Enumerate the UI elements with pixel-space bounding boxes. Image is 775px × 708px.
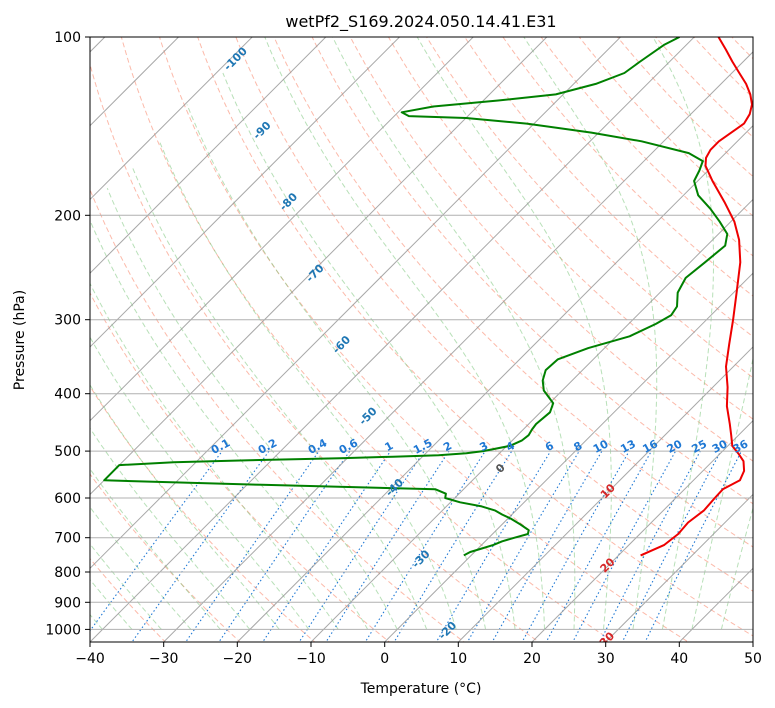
dry-adiabat-line — [273, 37, 753, 548]
dry-adiabat-line — [540, 37, 753, 257]
x-tick-label: −10 — [296, 651, 326, 667]
y-tick-label: 500 — [54, 444, 81, 460]
mixing-ratio-label: 25 — [689, 437, 709, 456]
isotherm-line — [90, 37, 622, 569]
y-tick-label: 400 — [54, 387, 81, 403]
isotherm-line — [90, 37, 474, 422]
x-tick-label: 20 — [523, 651, 541, 667]
dry-adiabat-line — [578, 37, 753, 217]
moist-adiabat-line — [720, 505, 753, 630]
dry-adiabat-line — [90, 62, 540, 642]
isotherm-line — [90, 37, 327, 274]
mixing-ratio-line — [545, 450, 652, 642]
moist-adiabat-line — [90, 427, 251, 630]
moist-adiabat-line — [158, 141, 457, 630]
chart-title: wetPf2_S169.2024.050.14.41.E31 — [285, 12, 556, 32]
mixing-ratio-label: 13 — [618, 437, 638, 456]
isotherm-line — [162, 51, 753, 642]
mixing-ratio-label: 20 — [665, 437, 685, 456]
isotherm-line — [90, 37, 253, 201]
y-axis-ticks: 100 200 300 400 500 600 700 800 900 1000 — [45, 30, 90, 638]
mixing-ratio-lines — [90, 450, 742, 642]
mixing-ratio-line — [466, 450, 580, 642]
x-tick-label: 10 — [449, 651, 467, 667]
y-axis-label: Pressure (hPa) — [12, 290, 28, 390]
moist-adiabat-line — [416, 37, 612, 630]
mixing-ratio-line — [298, 450, 425, 642]
moist-adiabat-line — [90, 506, 192, 630]
x-axis-ticks: −40 −30 −20 −10 0 10 20 30 40 50 — [75, 642, 762, 667]
moist-adiabat-line — [691, 356, 753, 630]
mixing-ratio-line — [435, 450, 552, 642]
x-tick-label: 30 — [597, 651, 615, 667]
dewpoint-line — [103, 37, 729, 557]
dry-adiabat-line — [90, 291, 391, 642]
x-tick-label: −20 — [223, 651, 253, 667]
dry-adiabat-line — [197, 37, 753, 637]
y-tick-label: 100 — [54, 30, 81, 46]
dry-adiabats — [90, 37, 753, 642]
y-tick-label: 800 — [54, 565, 81, 581]
moist-adiabat-line — [90, 282, 339, 630]
isotherm-line — [236, 124, 753, 642]
isotherm-line — [90, 37, 695, 642]
y-tick-label: 1000 — [45, 622, 81, 638]
mixing-ratio-line — [491, 450, 603, 642]
moist-adiabat-line — [90, 578, 133, 630]
x-tick-label: −30 — [149, 651, 179, 667]
x-axis-label: Temperature (°C) — [360, 681, 482, 697]
isotherm-line — [604, 493, 753, 642]
sounding-lines — [103, 37, 753, 557]
plot-area: -100-90-80-70-60-50-40-30-20-10010203040… — [90, 37, 753, 642]
mixing-ratio-line — [521, 450, 630, 642]
dry-adiabat-line — [235, 37, 753, 592]
moist-adiabat-line — [186, 104, 487, 630]
x-tick-label: 0 — [380, 651, 389, 667]
moist-adiabat-line — [652, 37, 714, 630]
plot-frame — [89, 36, 754, 643]
mixing-ratio-label: 10 — [591, 437, 611, 456]
isotherm-line — [531, 420, 753, 642]
temperature-line — [640, 37, 753, 557]
moist-adiabat-line — [90, 468, 221, 630]
dry-adiabat-line — [349, 37, 753, 462]
x-tick-label: 40 — [670, 651, 688, 667]
y-tick-label: 700 — [54, 531, 81, 547]
moist-adiabat-line — [332, 37, 576, 630]
isotherm-line — [383, 272, 753, 642]
dry-adiabat-line — [90, 385, 316, 642]
mixing-ratio-line — [185, 450, 320, 642]
moist-adiabat-line — [90, 336, 310, 630]
moist-adiabat-line — [90, 384, 280, 630]
mixing-ratio-label: 36 — [731, 437, 751, 456]
dry-adiabat-line — [464, 37, 753, 338]
y-tick-label: 200 — [54, 208, 81, 224]
mixing-ratio-line — [218, 450, 351, 642]
dry-adiabat-line — [90, 188, 465, 642]
isotherm-line — [457, 346, 753, 642]
mixing-ratio-label: 30 — [710, 437, 730, 456]
mixing-ratio-line — [131, 450, 270, 642]
moist-adiabat-line — [523, 37, 658, 630]
isotherm-line — [90, 37, 180, 127]
x-tick-label: −40 — [75, 651, 105, 667]
moist-adiabat-line — [131, 165, 428, 630]
mixing-ratio-line — [325, 450, 450, 642]
y-tick-label: 300 — [54, 313, 81, 329]
mixing-ratio-line — [262, 450, 391, 642]
x-tick-label: 50 — [744, 651, 762, 667]
mixing-ratio-label: 16 — [640, 437, 660, 456]
moist-adiabat-line — [106, 188, 398, 630]
moist-adiabat-line — [222, 72, 516, 630]
moist-adiabat-line — [264, 37, 545, 630]
y-tick-label: 900 — [54, 595, 81, 611]
dry-adiabat-line — [654, 37, 753, 138]
pressure-gridlines — [90, 37, 753, 630]
isotherm-line — [90, 37, 401, 348]
mixing-ratio-line — [644, 450, 742, 642]
isotherm-line — [310, 198, 753, 642]
y-tick-label: 600 — [54, 491, 81, 507]
moist-adiabat-line — [90, 219, 369, 630]
